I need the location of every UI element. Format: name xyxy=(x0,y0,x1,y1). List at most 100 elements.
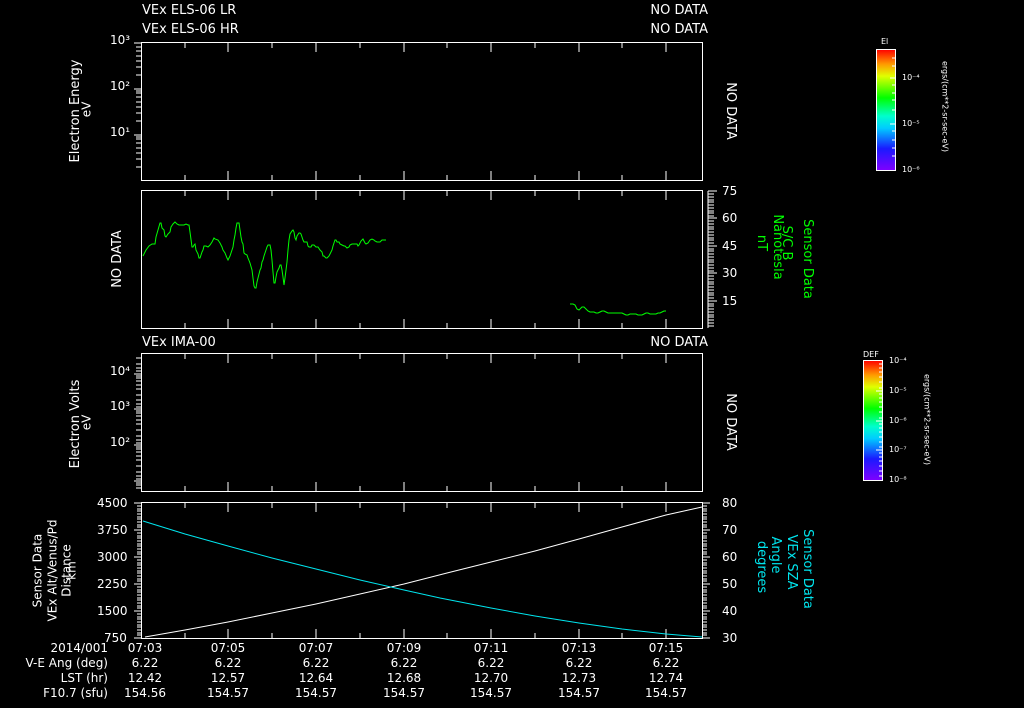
ima-colorbar-tick-4: 10⁻⁷ xyxy=(889,445,907,454)
els-panel-frame xyxy=(134,42,703,181)
footer-ve-ang: 6.22 xyxy=(565,656,593,670)
footer-ve-ang: 6.22 xyxy=(390,656,418,670)
footer-f107: 154.57 xyxy=(383,686,425,700)
ima-status: NO DATA xyxy=(650,335,708,350)
alt-ytick-4500: 4500 xyxy=(97,496,128,510)
alt-label-sensor-data: Sensor Data xyxy=(30,533,45,608)
alt-ytick-2250: 2250 xyxy=(97,577,128,591)
footer-lst: 12.74 xyxy=(648,671,684,685)
els-colorbar-tick-3: 10⁻⁶ xyxy=(902,165,920,174)
ima-ytick-10000: 10⁴ xyxy=(110,364,131,378)
ima-right-no-data: NO DATA xyxy=(723,393,738,451)
els-ytick-1000: 10³ xyxy=(110,33,131,47)
alt-ytick-750: 750 xyxy=(104,631,127,645)
els-hr-status: NO DATA xyxy=(650,22,708,37)
sza-label-vex-sza: VEx SZA xyxy=(784,534,799,590)
els-ytick-100: 10² xyxy=(110,79,131,93)
footer-f107: 154.57 xyxy=(295,686,337,700)
ima-colorbar-title: DEF xyxy=(863,350,879,359)
els-yunit: eV xyxy=(79,101,94,118)
sza-line xyxy=(142,520,703,638)
mag-ytick-30: 30 xyxy=(722,266,738,280)
mag-label-nt: nT xyxy=(754,234,769,252)
mag-left-no-data: NO DATA xyxy=(110,230,125,288)
mag-b-line xyxy=(142,221,666,316)
footer-ve-ang: 6.22 xyxy=(214,656,242,670)
sza-label-degrees: degrees xyxy=(754,540,769,594)
els-x-ticks xyxy=(184,43,667,180)
alt-label-km: km xyxy=(64,561,79,580)
footer-lst: 12.42 xyxy=(127,671,163,685)
footer-time: 07:05 xyxy=(210,641,246,655)
sza-ytick-60: 60 xyxy=(722,550,738,564)
sza-label-sensor-data: Sensor Data xyxy=(800,529,815,609)
ima-colorbar-tick-5: 10⁻⁸ xyxy=(889,475,907,484)
orbit-panel-frame xyxy=(134,502,710,639)
els-hr-title: VEx ELS-06 HR xyxy=(142,22,239,37)
footer-row-label-ve-ang: V-E Ang (deg) xyxy=(25,656,108,670)
els-ytick-10: 10¹ xyxy=(110,125,131,139)
footer-row-label-lst: LST (hr) xyxy=(60,671,108,685)
orbit-minor-ticks xyxy=(137,505,707,636)
footer-ve-ang: 6.22 xyxy=(652,656,680,670)
sza-ytick-50: 50 xyxy=(722,577,738,591)
alt-label-vex-alt: VEx Alt/Venus/Pd xyxy=(45,519,60,622)
footer-time: 07:15 xyxy=(648,641,684,655)
alt-ytick-3750: 3750 xyxy=(97,523,128,537)
footer-f107: 154.57 xyxy=(645,686,687,700)
mag-right-axis-ticks xyxy=(707,190,717,328)
mag-panel-frame xyxy=(141,190,703,329)
footer-row-label-f107: F10.7 (sfu) xyxy=(43,686,108,700)
alt-ytick-3000: 3000 xyxy=(97,550,128,564)
sza-ytick-70: 70 xyxy=(722,523,738,537)
footer-f107: 154.57 xyxy=(207,686,249,700)
ima-title: VEx IMA-00 xyxy=(142,335,216,350)
sza-label-angle: Angle xyxy=(768,536,783,574)
sza-ytick-40: 40 xyxy=(722,604,738,618)
els-colorbar-title: El xyxy=(881,37,889,46)
mag-ytick-15: 15 xyxy=(722,294,738,308)
footer-f107: 154.57 xyxy=(558,686,600,700)
footer-ve-ang: 6.22 xyxy=(131,656,159,670)
ima-panel-frame xyxy=(134,353,703,492)
ima-yunit: eV xyxy=(79,414,94,431)
mag-label-sensor-data: Sensor Data xyxy=(800,219,815,299)
footer-time: 07:09 xyxy=(386,641,422,655)
alt-ytick-1500: 1500 xyxy=(97,604,128,618)
sza-ytick-30: 30 xyxy=(722,631,738,645)
footer-time: 07:07 xyxy=(298,641,334,655)
els-colorbar-tick-1: 10⁻⁴ xyxy=(902,73,920,82)
altitude-line xyxy=(144,506,703,638)
ima-colorbar-tick-2: 10⁻⁵ xyxy=(889,386,907,395)
els-colorbar-unit: ergs/(cm**2-sr-sec-eV) xyxy=(940,60,950,153)
footer-lst: 12.57 xyxy=(210,671,246,685)
footer-f107: 154.56 xyxy=(124,686,166,700)
footer-time: 07:13 xyxy=(561,641,597,655)
ima-colorbar-tick-3: 10⁻⁶ xyxy=(889,416,907,425)
mag-label-nanotesla: Nanotesla xyxy=(770,214,785,280)
footer-ve-ang: 6.22 xyxy=(302,656,330,670)
els-y-ticks xyxy=(134,42,142,168)
ima-colorbar-tick-1: 10⁻⁴ xyxy=(889,356,907,365)
footer-row-label-date: 2014/001 xyxy=(50,641,109,655)
els-colorbar-tick-2: 10⁻⁵ xyxy=(902,119,920,128)
footer-lst: 12.64 xyxy=(298,671,334,685)
mag-ytick-60: 60 xyxy=(722,211,738,225)
els-lr-status: NO DATA xyxy=(650,3,708,18)
els-lr-title: VEx ELS-06 LR xyxy=(142,3,237,18)
mag-ytick-75: 75 xyxy=(722,184,738,198)
footer-lst: 12.70 xyxy=(473,671,509,685)
ima-ytick-1000: 10³ xyxy=(110,399,131,413)
footer-lst: 12.73 xyxy=(561,671,597,685)
footer-time: 07:03 xyxy=(127,641,163,655)
ima-ytick-100: 10² xyxy=(110,435,131,449)
sza-ytick-80: 80 xyxy=(722,496,738,510)
footer-f107: 154.57 xyxy=(470,686,512,700)
mag-ytick-45: 45 xyxy=(722,239,738,253)
footer-time: 07:11 xyxy=(473,641,509,655)
ima-colorbar-unit: ergs/(cm**2-sr-sec-eV) xyxy=(922,373,932,466)
footer-ve-ang: 6.22 xyxy=(477,656,505,670)
footer-lst: 12.68 xyxy=(386,671,422,685)
els-right-no-data: NO DATA xyxy=(723,82,738,140)
